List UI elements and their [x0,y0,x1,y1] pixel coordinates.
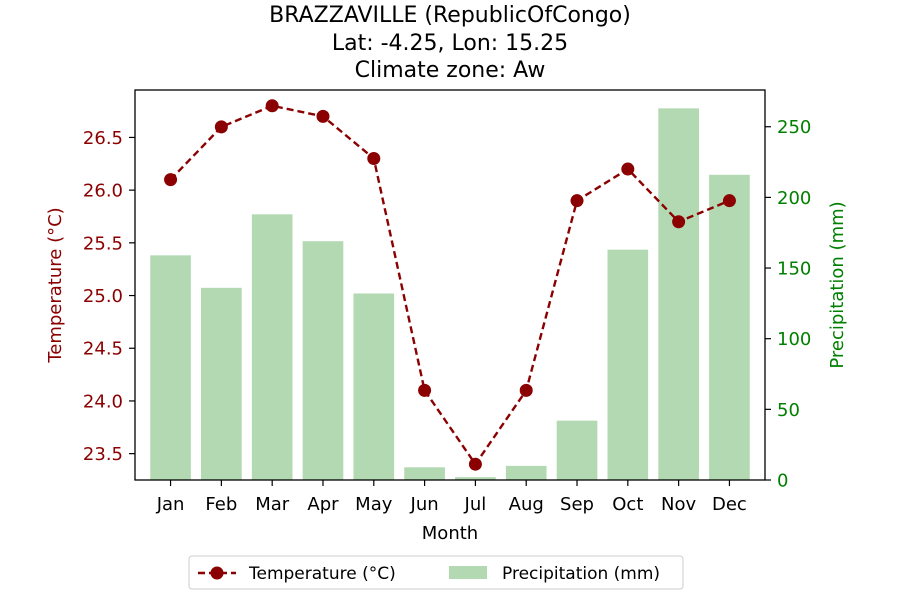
temperature-point-may [367,152,381,166]
plot-area-frame [134,89,766,481]
legend-temperature-label: Temperature (°C) [248,564,396,584]
precipitation-bar-jan [150,255,191,480]
legend-precipitation-label: Precipitation (mm) [502,564,660,584]
precipitation-tick-label: 200 [777,188,811,209]
legend-precipitation-swatch [449,566,487,579]
precipitation-bars [150,108,750,481]
temperature-point-jan [164,173,178,187]
temperature-tick-label: 23.5 [83,444,123,465]
precipitation-bar-mar [251,214,293,480]
temperature-point-oct [621,162,635,176]
title-line-3: Climate zone: Aw [355,58,546,83]
precipitation-bar-jun [404,467,445,480]
x-axis-label: Month [422,523,478,544]
temperature-tick-label: 25.5 [83,233,123,254]
precipitation-bar-aug [505,465,547,480]
precipitation-bar-nov [658,108,699,480]
temperature-point-aug [519,383,533,397]
month-tick-label-jan: Jan [156,494,185,515]
temperature-series-line [169,104,730,467]
precipitation-tick-label: 150 [777,259,811,280]
precipitation-bar-apr [302,241,344,480]
legend-box [188,555,684,590]
month-tick-label-aug: Aug [509,494,544,515]
title-line-2: Lat: -4.25, Lon: 15.25 [332,31,568,56]
temperature-line [164,99,736,471]
precipitation-tick-label: 50 [777,400,800,421]
temperature-tick-label: 24.5 [83,339,123,360]
temperature-point-apr [316,109,330,123]
temperature-point-mar [265,99,279,113]
temperature-point-sep [570,194,584,208]
month-tick-label-nov: Nov [661,494,696,515]
temperature-tick-label: 24.0 [83,391,123,412]
title-line-1: BRAZZAVILLE (RepublicOfCongo) [269,3,631,28]
month-tick-label-mar: Mar [255,494,290,515]
month-tick-label-sep: Sep [560,494,594,515]
precipitation-bar-jul [455,477,496,480]
precipitation-tick-label: 0 [777,471,788,492]
month-tick-label-dec: Dec [712,494,747,515]
month-axis: Jan Feb Mar Apr May Jun Jul Aug Sep Oct Nov Dec [156,480,747,515]
temperature-tick-label: 26.0 [83,181,123,202]
month-tick-label-oct: Oct [612,494,643,515]
y-right-axis-label: Precipitation (mm) [827,201,848,368]
month-tick-label-jul: Jul [464,494,487,515]
precipitation-axis: 0 50 100 150 200 250 [765,117,811,492]
chart-title: BRAZZAVILLE (RepublicOfCongo) Lat: -4.25… [269,3,631,83]
temperature-tick-label: 25.0 [83,286,123,307]
month-tick-label-apr: Apr [307,494,339,515]
precipitation-bar-may [353,293,395,480]
month-tick-label-may: May [355,494,393,515]
temperature-point-jul [468,457,482,471]
y-left-axis-label: Temperature (°C) [45,207,66,363]
precipitation-bar-oct [607,249,649,480]
temperature-point-dec [722,194,736,208]
temperature-point-nov [672,215,686,229]
temperature-point-jun [418,383,432,397]
temperature-point-feb [214,120,228,134]
precipitation-bar-sep [556,420,598,480]
month-tick-label-jun: Jun [410,494,439,515]
month-tick-label-feb: Feb [205,494,237,515]
chart-legend: Temperature (°C) Precipitation (mm) [188,555,684,590]
legend-temperature-marker [210,566,224,580]
precipitation-tick-label: 250 [777,117,811,138]
precipitation-bar-dec [709,174,750,481]
temperature-tick-label: 26.5 [83,128,123,149]
precipitation-bar-feb [201,287,242,480]
precipitation-tick-label: 100 [777,329,811,350]
temperature-axis: 23.5 24.0 24.5 25.0 25.5 26.0 26.5 [83,128,135,465]
